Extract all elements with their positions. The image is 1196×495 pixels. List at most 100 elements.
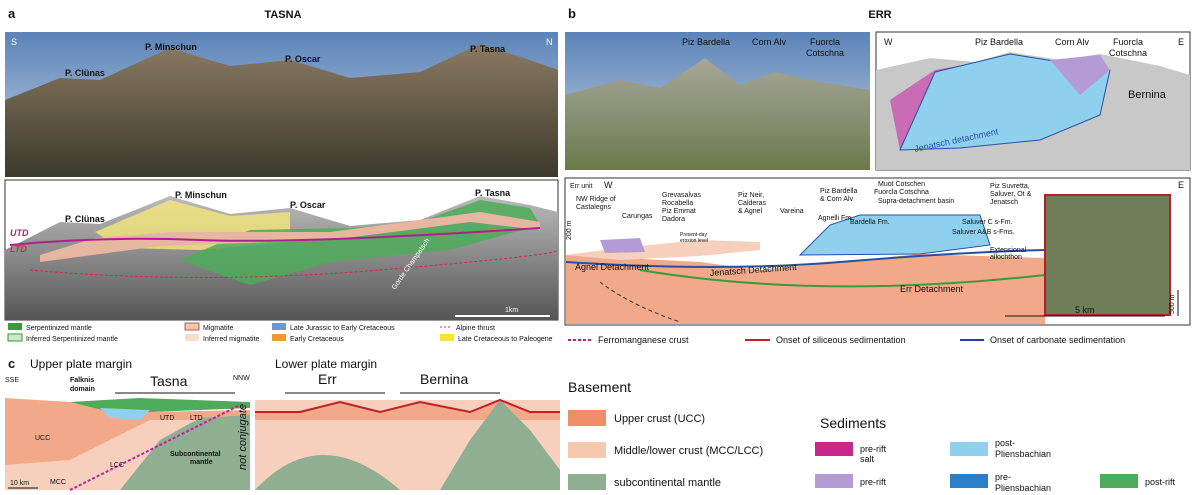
locality: NW Ridge of: [576, 196, 616, 203]
unit: [1050, 55, 1110, 95]
legend-label: Migmatite: [203, 325, 233, 332]
swatch: [950, 442, 988, 456]
peak-label: Fuorcla: [810, 37, 840, 47]
peak-label: Corn Alv: [752, 37, 787, 47]
legend: Ferromanganese crust Onset of siliceous …: [568, 335, 1125, 345]
mantle: [440, 400, 560, 490]
orientation: N: [546, 37, 553, 47]
domain-label: Falknis: [70, 377, 94, 384]
panel-title: TASNA: [264, 9, 301, 21]
legend-label: Serpentinized mantle: [26, 325, 92, 332]
scale-label: 5 km: [1075, 305, 1095, 315]
orientation: NNW: [233, 375, 250, 382]
swatch: [568, 474, 606, 490]
locality: Saluver, Ot &: [990, 191, 1032, 198]
scale-label: 200 m: [566, 220, 573, 240]
domain-label: Bernina: [420, 371, 468, 387]
swatch: [568, 410, 606, 426]
legend-label: Upper crust (UCC): [614, 413, 705, 425]
locality: Piz Emmat: [662, 208, 696, 215]
unit-label: LTD: [190, 415, 203, 422]
section-title: Upper plate margin: [30, 357, 132, 371]
peak-label: P. Oscar: [285, 54, 321, 64]
orientation: N: [546, 184, 553, 194]
peak-label: Cotschna: [806, 48, 844, 58]
legend-label: pre-rift: [860, 477, 887, 487]
legend-label: Middle/lower crust (MCC/LCC): [614, 445, 763, 457]
legend-label: post-rift: [1145, 477, 1176, 487]
orientation: W: [884, 37, 893, 47]
legend-label: Pliensbachian: [995, 483, 1051, 493]
locality: Dadora: [662, 216, 685, 223]
peak-label: P. Minschun: [145, 42, 197, 52]
detachment: [9, 227, 541, 246]
peak-label: Fuorcla: [1113, 37, 1143, 47]
locality: Grevasalvas: [662, 192, 701, 199]
inset-photo: [1044, 194, 1171, 316]
unit-label: mantle: [190, 459, 213, 466]
locality: Jenatsch: [990, 199, 1018, 206]
legend-label: Inferred Serpentinized mantle: [26, 336, 118, 343]
unit-label: Err unit: [570, 183, 593, 190]
allochthon-label: allochthon: [990, 254, 1022, 261]
swatch: [568, 442, 606, 458]
scale-label: 10 km: [10, 480, 29, 487]
mountains: [5, 44, 558, 177]
peak-label: Piz Bardella: [682, 37, 730, 47]
legend: Serpentinized mantle Inferred Serpentini…: [7, 322, 553, 343]
orientation: W: [604, 180, 613, 190]
peak-label: P. Clünas: [65, 214, 105, 224]
orientation: S: [11, 184, 17, 194]
locality: Rocabella: [662, 200, 693, 207]
formation-label: Saluver A&B s-Fms.: [952, 229, 1015, 236]
scale-label: 1km: [505, 307, 518, 314]
legend-label: Inferred migmatite: [203, 336, 260, 343]
basin-label: Supra-detachment basin: [878, 198, 954, 205]
peak-labels: Piz Bardella Corn Alv Fuorcla Cotschna: [682, 37, 844, 58]
panel-title: ERR: [868, 9, 891, 21]
basement: [566, 240, 760, 260]
mantle: [255, 455, 400, 490]
locality: & Agnel: [738, 208, 763, 215]
unit-label: UCC: [35, 435, 50, 442]
locality: Fuorcla Cotschna: [874, 189, 929, 196]
unit: [899, 53, 1111, 151]
legend-label: Early Cretaceous: [290, 336, 344, 343]
sediments: [798, 214, 991, 256]
swatch: [440, 334, 454, 341]
locality: Calderas: [738, 200, 767, 207]
erosion-label: Present-day: [680, 232, 707, 238]
legend-label: Onset of siliceous sedimentation: [776, 335, 906, 345]
legend-label: salt: [860, 454, 875, 464]
swatch: [184, 322, 200, 331]
sediments: [600, 238, 645, 253]
swatch: [272, 323, 286, 330]
panel-label: a: [8, 6, 16, 21]
erosion-label: erosion level: [680, 238, 708, 244]
peak-label: P. Minschun: [175, 190, 227, 200]
mantle: [120, 415, 250, 490]
sediments: [255, 398, 560, 414]
detachment: [639, 269, 1046, 288]
localities: NW Ridge of Castalegns Carungas Grevasal…: [576, 181, 1032, 223]
swatch: [1100, 474, 1138, 488]
scale-label: 500 m: [1169, 294, 1176, 314]
fault: [599, 281, 681, 323]
legend-label: Late Jurassic to Early Cretaceous: [290, 325, 395, 332]
unit-label: Bernina: [1128, 89, 1167, 101]
swatch: [7, 333, 23, 342]
panel-a: a TASNA S N P. Clünas P. Minschun P. Osc…: [4, 6, 559, 343]
legend: Basement Upper crust (UCC) Middle/lower …: [568, 379, 1176, 493]
formation-label: Agnelli Fm.: [818, 215, 853, 222]
basement: [566, 254, 1045, 324]
locality: Castalegns: [576, 204, 612, 211]
swatch: [815, 442, 853, 456]
thrust: [29, 249, 559, 278]
legend-label: Late Cretaceous to Paleogene: [458, 336, 553, 343]
unit-label: LCC: [110, 462, 124, 469]
formation-label: Saluver C s-Fm.: [962, 219, 1013, 226]
locality: Piz Suvretta,: [990, 183, 1030, 190]
legend-label: Alpine thrust: [456, 325, 495, 332]
